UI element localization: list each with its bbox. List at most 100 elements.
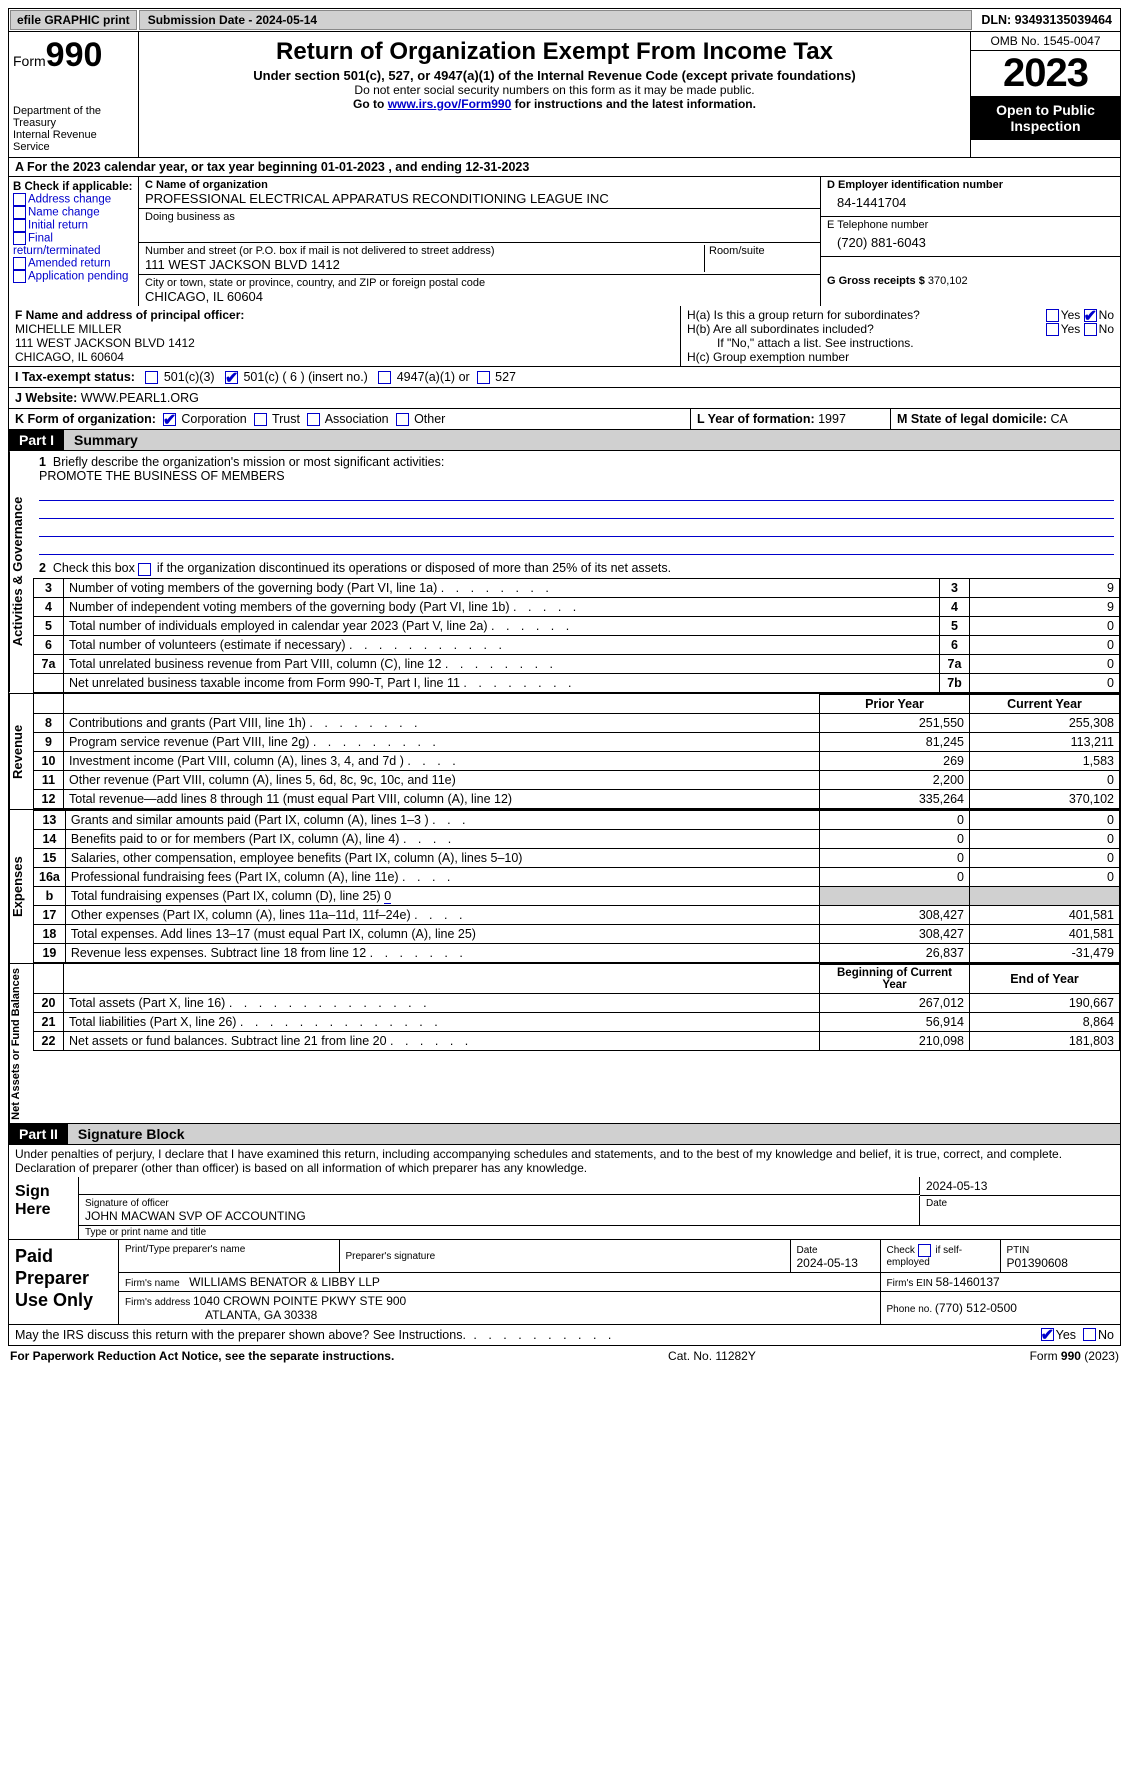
ha-no-checkbox[interactable] bbox=[1084, 309, 1097, 322]
open-inspection: Open to Public Inspection bbox=[971, 96, 1120, 140]
cb-501c3[interactable] bbox=[145, 371, 158, 384]
goto-suffix: for instructions and the latest informat… bbox=[511, 97, 756, 111]
submission-date: Submission Date - 2024-05-14 bbox=[139, 10, 973, 30]
row-i-tax-status: I Tax-exempt status: 501(c)(3) 501(c) ( … bbox=[8, 367, 1121, 388]
officer-addr1: 111 WEST JACKSON BLVD 1412 bbox=[15, 336, 195, 350]
vlabel-net-assets: Net Assets or Fund Balances bbox=[9, 964, 33, 1124]
header-right: OMB No. 1545-0047 2023 Open to Public In… bbox=[970, 32, 1120, 157]
officer-addr2: CHICAGO, IL 60604 bbox=[15, 350, 124, 364]
ha-yes-checkbox[interactable] bbox=[1046, 309, 1059, 322]
firm-name: WILLIAMS BENATOR & LIBBY LLP bbox=[189, 1275, 380, 1289]
h-b-note: If "No," attach a list. See instructions… bbox=[687, 336, 1114, 350]
cb-501c[interactable] bbox=[225, 371, 238, 384]
cb-final-return[interactable]: Final return/terminated bbox=[13, 232, 134, 257]
expenses-section: Expenses 13Grants and similar amounts pa… bbox=[8, 810, 1121, 964]
ein-label: D Employer identification number bbox=[827, 179, 1003, 191]
firm-phone: (770) 512-0500 bbox=[935, 1301, 1017, 1315]
website-label: J Website: bbox=[15, 391, 81, 405]
org-name: PROFESSIONAL ELECTRICAL APPARATUS RECOND… bbox=[145, 191, 814, 206]
cb-trust[interactable] bbox=[254, 413, 267, 426]
omb-number: OMB No. 1545-0047 bbox=[971, 32, 1120, 51]
footer-right: Form 990 (2023) bbox=[1030, 1349, 1119, 1363]
type-name-label: Type or print name and title bbox=[79, 1226, 1120, 1239]
line7b-value: 0 bbox=[970, 673, 1120, 692]
cb-discontinued[interactable] bbox=[138, 563, 151, 576]
part2-label: Part II bbox=[9, 1124, 68, 1144]
discuss-no-checkbox[interactable] bbox=[1083, 1328, 1096, 1341]
col-de: D Employer identification number 84-1441… bbox=[820, 177, 1120, 306]
col-b-title: B Check if applicable: bbox=[13, 181, 133, 193]
hb-yes-checkbox[interactable] bbox=[1046, 323, 1059, 336]
h-a-label: H(a) Is this a group return for subordin… bbox=[687, 308, 1046, 322]
form-prefix: Form bbox=[13, 53, 46, 69]
dept-treasury: Department of the Treasury bbox=[13, 105, 134, 129]
sig-officer-label: Signature of officer bbox=[85, 1198, 913, 1209]
paid-preparer-label: Paid Preparer Use Only bbox=[9, 1240, 119, 1324]
phone-value: (720) 881-6043 bbox=[827, 231, 1114, 254]
cb-association[interactable] bbox=[307, 413, 320, 426]
principal-officer: F Name and address of principal officer:… bbox=[9, 306, 680, 366]
paid-preparer-block: Paid Preparer Use Only Print/Type prepar… bbox=[8, 1240, 1121, 1325]
website-value: WWW.PEARL1.ORG bbox=[81, 391, 199, 405]
row-f-h: F Name and address of principal officer:… bbox=[8, 306, 1121, 367]
part1-title: Summary bbox=[64, 430, 1120, 450]
cb-amended-return[interactable]: Amended return bbox=[13, 257, 134, 270]
sign-date: 2024-05-13 bbox=[920, 1177, 1120, 1196]
row-j-website: J Website: WWW.PEARL1.ORG bbox=[8, 388, 1121, 409]
cb-corporation[interactable] bbox=[163, 413, 176, 426]
state-domicile-label: M State of legal domicile: bbox=[897, 412, 1051, 426]
cb-initial-return[interactable]: Initial return bbox=[13, 219, 134, 232]
h-b-label: H(b) Are all subordinates included? bbox=[687, 322, 1046, 336]
line7a-value: 0 bbox=[970, 654, 1120, 673]
form-header: Form990 Department of the Treasury Inter… bbox=[8, 32, 1121, 158]
discuss-yes-checkbox[interactable] bbox=[1041, 1328, 1054, 1341]
part1-header: Part I Summary bbox=[8, 430, 1121, 451]
gross-receipts-value: 370,102 bbox=[928, 275, 968, 287]
expenses-table: 13Grants and similar amounts paid (Part … bbox=[33, 810, 1120, 963]
part1-label: Part I bbox=[9, 430, 64, 450]
addr-label: Number and street (or P.O. box if mail i… bbox=[145, 245, 704, 257]
phone-label: E Telephone number bbox=[827, 219, 1114, 231]
irs-link[interactable]: www.irs.gov/Form990 bbox=[388, 97, 512, 111]
sign-here-block: Sign Here 2024-05-13 Signature of office… bbox=[8, 1177, 1121, 1240]
efile-print-button[interactable]: efile GRAPHIC print bbox=[10, 10, 137, 30]
mission-text: PROMOTE THE BUSINESS OF MEMBERS bbox=[39, 469, 285, 483]
sig-officer-name: JOHN MACWAN SVP OF ACCOUNTING bbox=[85, 1209, 913, 1223]
line4-value: 9 bbox=[970, 597, 1120, 616]
line3-value: 9 bbox=[970, 578, 1120, 597]
cb-address-change[interactable]: Address change bbox=[13, 193, 134, 206]
irs-label: Internal Revenue Service bbox=[13, 129, 134, 153]
ein-value: 84-1441704 bbox=[827, 191, 1114, 214]
officer-name: MICHELLE MILLER bbox=[15, 322, 122, 336]
current-year-hdr: Current Year bbox=[970, 694, 1120, 713]
form-title: Return of Organization Exempt From Incom… bbox=[145, 38, 964, 66]
line6-value: 0 bbox=[970, 635, 1120, 654]
form-number: 990 bbox=[46, 36, 103, 74]
prior-year-hdr: Prior Year bbox=[820, 694, 970, 713]
ptin-value: P01390608 bbox=[1007, 1256, 1068, 1270]
room-suite-label: Room/suite bbox=[704, 245, 814, 272]
cb-other[interactable] bbox=[396, 413, 409, 426]
cb-name-change[interactable]: Name change bbox=[13, 206, 134, 219]
part2-header: Part II Signature Block bbox=[8, 1124, 1121, 1145]
section-bcde: B Check if applicable: Address change Na… bbox=[8, 177, 1121, 306]
page-footer: For Paperwork Reduction Act Notice, see … bbox=[8, 1346, 1121, 1366]
tax-year: 2023 bbox=[971, 51, 1120, 96]
dba-label: Doing business as bbox=[145, 211, 814, 223]
cb-4947[interactable] bbox=[378, 371, 391, 384]
vlabel-governance: Activities & Governance bbox=[9, 451, 33, 692]
row-a-tax-year: A For the 2023 calendar year, or tax yea… bbox=[8, 158, 1121, 177]
hb-no-checkbox[interactable] bbox=[1084, 323, 1097, 336]
cb-self-employed[interactable] bbox=[918, 1244, 931, 1257]
governance-table: 3Number of voting members of the governi… bbox=[33, 578, 1120, 693]
col-c-org: C Name of organization PROFESSIONAL ELEC… bbox=[139, 177, 820, 306]
cb-application-pending[interactable]: Application pending bbox=[13, 270, 134, 283]
sign-here-label: Sign Here bbox=[9, 1177, 79, 1239]
cb-527[interactable] bbox=[477, 371, 490, 384]
perjury-statement: Under penalties of perjury, I declare th… bbox=[8, 1145, 1121, 1177]
revenue-table: Prior YearCurrent Year 8Contributions an… bbox=[33, 694, 1120, 809]
officer-label: F Name and address of principal officer: bbox=[15, 308, 244, 322]
group-return-h: H(a) Is this a group return for subordin… bbox=[680, 306, 1120, 366]
year-formation: 1997 bbox=[818, 412, 846, 426]
discuss-row: May the IRS discuss this return with the… bbox=[8, 1325, 1121, 1346]
